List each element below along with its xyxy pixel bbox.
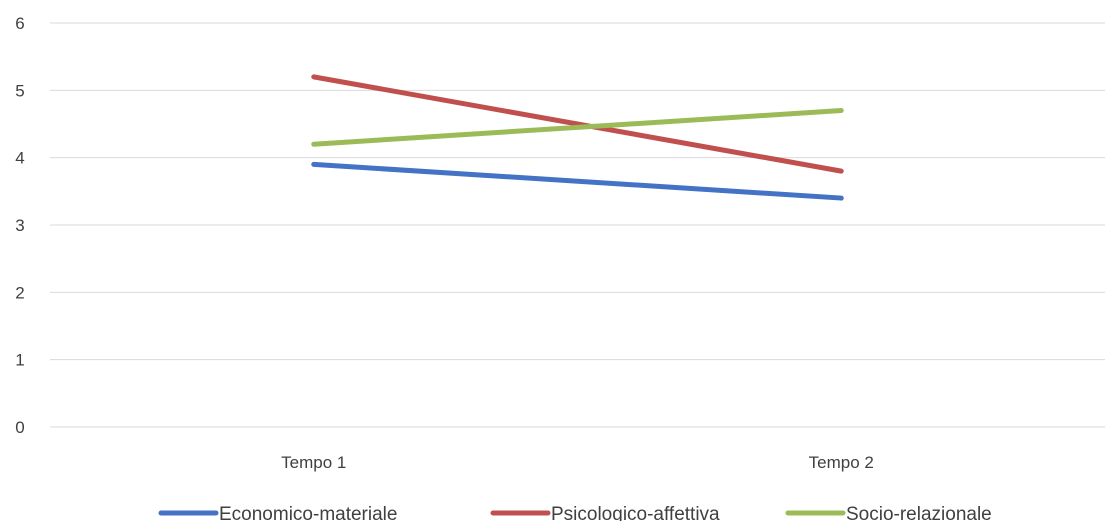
x-tick-label: Tempo 1 — [281, 453, 346, 472]
legend-label: Economico-materiale — [219, 504, 397, 521]
series-line-3 — [311, 108, 844, 147]
y-tick-label: 2 — [15, 283, 24, 302]
series-line-2 — [311, 74, 844, 174]
gridlines — [50, 22, 1105, 428]
y-tick-label: 1 — [15, 351, 24, 370]
x-axis-ticks: Tempo 1 Tempo 2 — [281, 453, 874, 472]
legend-item: Economico-materiale — [158, 504, 397, 525]
series-lines — [311, 74, 844, 201]
legend-item: Socio-relazionale — [785, 504, 992, 525]
legend-item: Psicologico-affettiva — [490, 504, 720, 525]
x-tick-label: Tempo 2 — [809, 453, 874, 472]
y-tick-label: 4 — [15, 149, 24, 168]
series-line-1 — [311, 161, 844, 201]
y-axis-ticks: 0 1 2 3 4 5 6 — [15, 14, 24, 437]
legend-label: Psicologico-affettiva — [551, 504, 720, 521]
y-tick-label: 5 — [15, 81, 24, 100]
y-tick-label: 0 — [15, 418, 24, 437]
legend-label: Socio-relazionale — [846, 504, 992, 521]
y-tick-label: 6 — [15, 14, 24, 33]
legend: Economico-materiale Psicologico-affettiva… — [158, 504, 992, 525]
y-tick-label: 3 — [15, 216, 24, 235]
